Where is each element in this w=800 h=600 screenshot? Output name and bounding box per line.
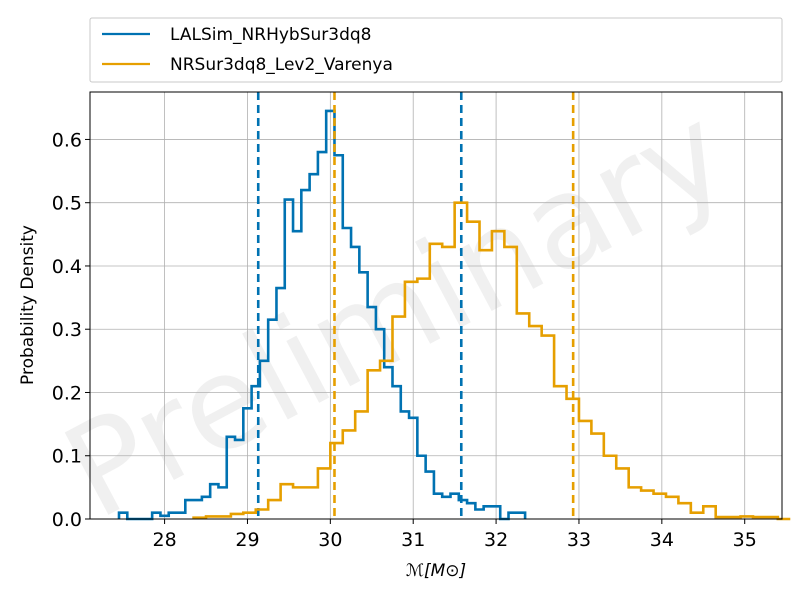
x-axis-label: ℳ[M⊙]	[406, 561, 466, 581]
y-tick-label: 0.0	[52, 509, 82, 531]
x-tick-label: 31	[401, 529, 425, 551]
ticks: 28 29 30 31 32 33 34 35 0.0 0.1 0.2 0.3 0.4 0.5 0.6	[52, 129, 757, 551]
series-layer	[117, 92, 791, 521]
x-tick-label: 35	[733, 529, 757, 551]
x-tick-label: 33	[567, 529, 591, 551]
grid	[90, 92, 782, 520]
y-tick-label: 0.6	[52, 129, 82, 151]
y-tick-label: 0.2	[52, 382, 82, 404]
histogram-0	[117, 109, 527, 521]
y-tick-label: 0.3	[52, 319, 82, 341]
x-tick-label: 34	[650, 529, 674, 551]
y-axis-label: Probability Density	[18, 225, 38, 385]
legend-box	[89, 17, 783, 83]
legend-label-lalsim: LALSim_NRHybSur3dq8	[170, 25, 371, 45]
legend: LALSim_NRHybSur3dq8 NRSur3dq8_Lev2_Varen…	[89, 17, 783, 83]
x-tick-label: 32	[484, 529, 508, 551]
x-tick-label: 30	[318, 529, 342, 551]
histogram-1	[192, 201, 791, 521]
x-tick-label: 28	[152, 529, 176, 551]
y-tick-label: 0.5	[52, 193, 82, 215]
plot-frame	[89, 91, 783, 520]
watermark: Preliminary	[42, 77, 750, 548]
y-tick-label: 0.4	[52, 256, 82, 278]
legend-label-nrsur: NRSur3dq8_Lev2_Varenya	[170, 55, 393, 75]
y-tick-label: 0.1	[52, 446, 82, 468]
x-tick-label: 29	[235, 529, 259, 551]
